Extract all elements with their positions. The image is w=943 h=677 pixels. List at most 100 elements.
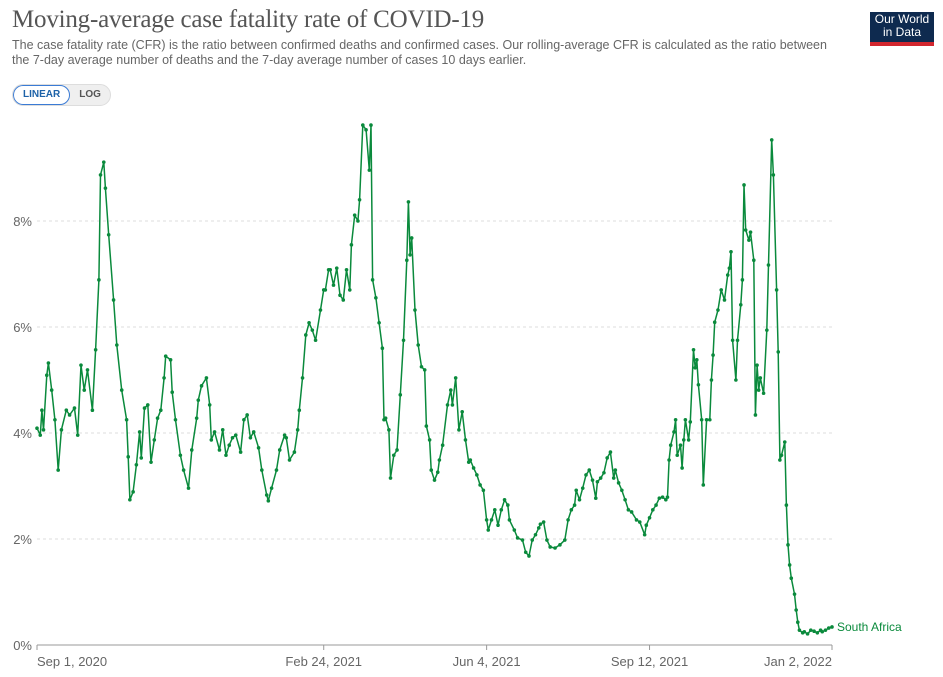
data-point xyxy=(496,523,500,528)
data-point xyxy=(173,417,178,422)
data-point xyxy=(626,508,631,512)
data-point xyxy=(776,350,781,354)
data-point xyxy=(338,293,342,298)
data-point xyxy=(334,266,339,270)
x-tick-label: Feb 24, 2021 xyxy=(285,654,362,669)
data-point xyxy=(463,438,468,442)
data-point xyxy=(696,382,701,387)
data-point xyxy=(769,138,774,142)
data-point xyxy=(708,417,712,422)
y-tick-label: 8% xyxy=(13,214,32,229)
data-point xyxy=(809,628,813,632)
data-point xyxy=(826,626,831,630)
data-point xyxy=(361,123,365,127)
data-point xyxy=(307,320,311,325)
data-point xyxy=(527,554,531,558)
data-point xyxy=(792,592,797,596)
data-point xyxy=(650,508,655,512)
data-point xyxy=(387,428,391,432)
data-point xyxy=(602,470,606,475)
data-point xyxy=(711,353,715,357)
gridlines xyxy=(37,220,832,540)
data-point xyxy=(786,543,790,547)
chart-subtitle: The case fatality rate (CFR) is the rati… xyxy=(12,38,827,67)
data-point xyxy=(478,483,482,487)
data-point xyxy=(742,183,746,187)
data-point xyxy=(572,503,577,507)
data-point xyxy=(98,173,103,177)
data-point xyxy=(523,550,528,555)
data-point xyxy=(106,232,111,237)
data-point xyxy=(719,288,724,292)
data-point xyxy=(541,520,546,524)
data-point xyxy=(802,629,807,634)
data-point xyxy=(647,516,652,520)
data-point xyxy=(374,296,378,300)
data-point xyxy=(468,458,473,462)
data-point xyxy=(729,249,733,254)
data-point xyxy=(82,388,87,392)
data-point xyxy=(364,128,368,132)
data-point xyxy=(344,267,349,272)
data-point xyxy=(79,363,83,367)
y-axis-ticks: 0% 2% 4% 6% 8% xyxy=(13,214,32,653)
y-tick-label: 6% xyxy=(13,320,32,335)
scale-toggle[interactable]: LINEAR LOG xyxy=(12,84,111,106)
logo-accent-bar xyxy=(870,42,934,46)
data-point xyxy=(657,496,662,500)
data-point xyxy=(357,198,362,202)
data-point xyxy=(512,528,517,532)
data-point xyxy=(287,458,292,462)
data-point xyxy=(758,376,763,380)
data-point xyxy=(545,538,549,542)
data-point xyxy=(738,302,743,307)
owid-logo[interactable]: Our World in Data xyxy=(870,12,934,44)
data-point xyxy=(563,538,567,542)
data-point xyxy=(170,390,175,394)
data-point xyxy=(137,430,142,434)
data-point xyxy=(484,518,489,522)
data-point xyxy=(642,532,647,537)
data-point xyxy=(46,361,51,365)
data-point xyxy=(587,468,592,472)
data-point xyxy=(761,391,766,396)
data-point xyxy=(189,448,194,452)
data-point xyxy=(507,518,512,522)
data-point xyxy=(328,267,333,272)
data-point xyxy=(766,263,771,267)
data-point xyxy=(681,438,686,442)
data-point xyxy=(590,478,595,482)
data-point xyxy=(613,468,618,472)
data-point xyxy=(608,450,613,454)
data-point xyxy=(672,430,676,434)
data-point xyxy=(668,443,673,447)
data-point xyxy=(637,520,642,524)
data-point xyxy=(445,403,450,407)
data-point xyxy=(97,278,101,282)
linear-scale-button[interactable]: LINEAR xyxy=(13,85,71,105)
data-point xyxy=(395,448,399,452)
data-point xyxy=(725,273,730,277)
series-label: South Africa xyxy=(837,620,902,634)
data-point xyxy=(584,473,588,477)
data-point xyxy=(295,428,300,432)
data-point xyxy=(300,376,305,380)
data-point xyxy=(370,278,375,282)
data-point xyxy=(795,620,800,625)
data-point xyxy=(435,470,440,475)
data-point xyxy=(654,503,658,507)
y-tick-label: 0% xyxy=(13,638,32,653)
data-point xyxy=(734,378,738,382)
data-point xyxy=(634,518,639,522)
y-tick-label: 2% xyxy=(13,532,32,547)
data-point xyxy=(196,398,201,402)
data-point xyxy=(704,417,709,422)
log-scale-button[interactable]: LOG xyxy=(79,89,101,100)
data-point xyxy=(782,440,787,444)
data-point xyxy=(352,213,357,217)
data-point xyxy=(820,629,825,634)
x-tick-label: Jun 4, 2021 xyxy=(453,654,521,669)
data-point xyxy=(536,526,541,530)
data-point xyxy=(38,433,43,437)
